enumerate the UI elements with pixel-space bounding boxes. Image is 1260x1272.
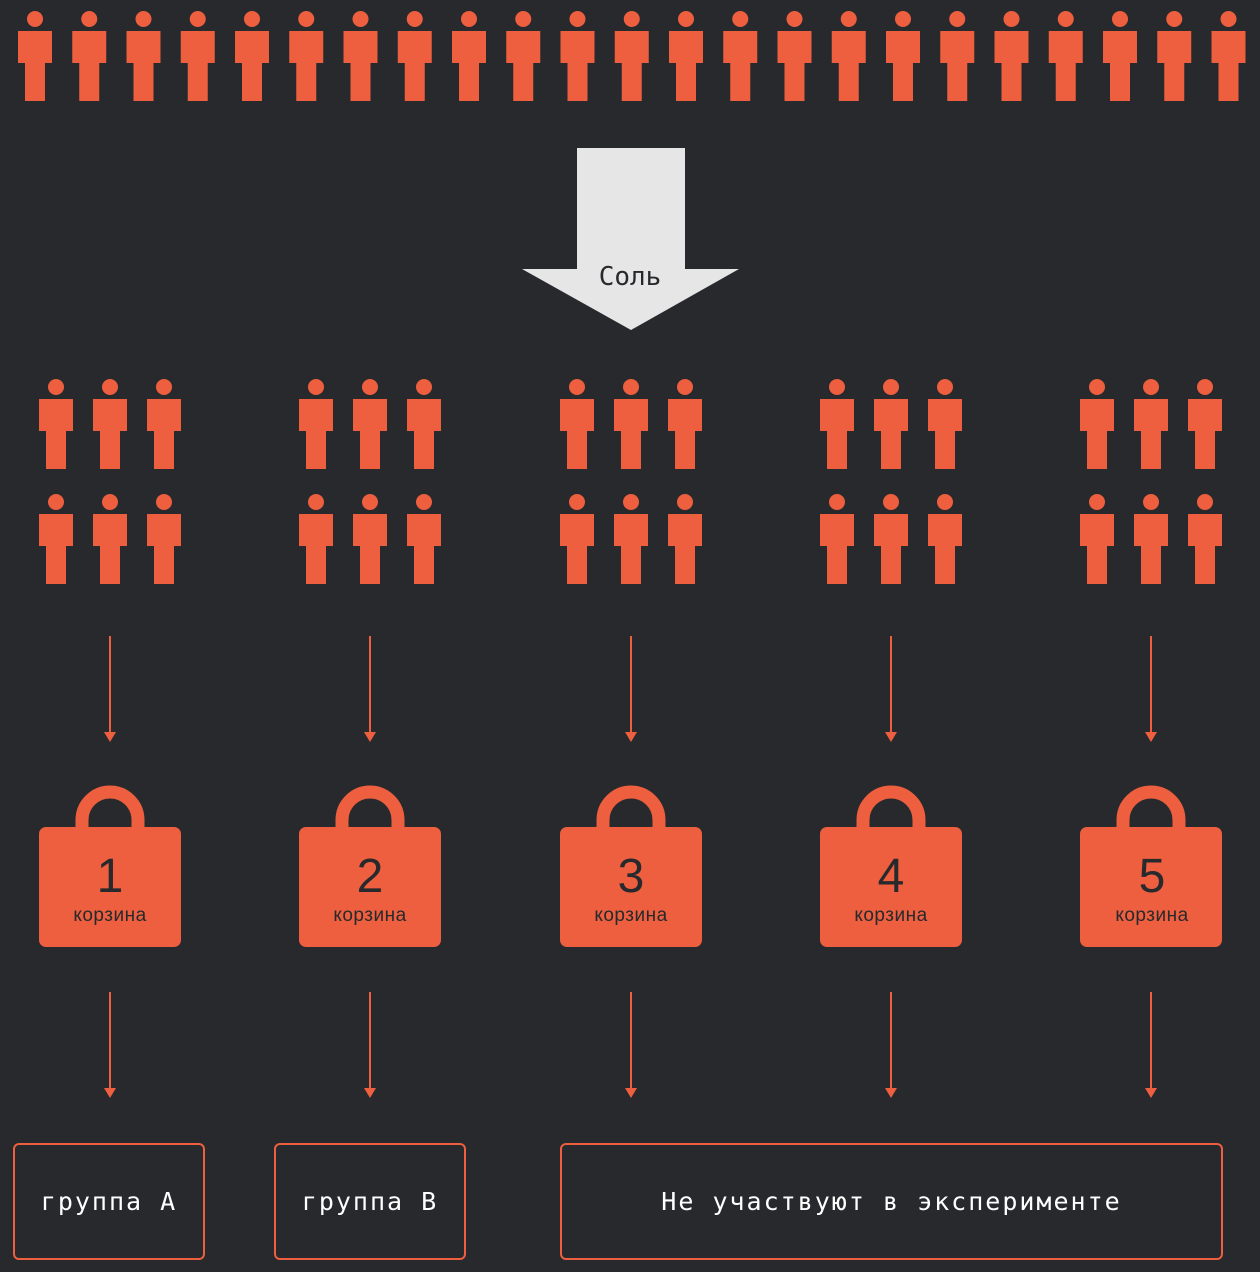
person-icon bbox=[1048, 11, 1083, 101]
person-icon bbox=[343, 11, 378, 101]
person-icon bbox=[928, 379, 962, 469]
person-icon bbox=[668, 379, 702, 469]
person-icon bbox=[1188, 379, 1222, 469]
person-icon bbox=[1188, 494, 1222, 584]
salt-arrow-icon bbox=[522, 148, 739, 330]
person-icon bbox=[1134, 494, 1168, 584]
person-icon bbox=[289, 11, 324, 101]
person-icon bbox=[940, 11, 975, 101]
bucket-3-label: корзина bbox=[594, 905, 668, 926]
connector-arrow bbox=[364, 636, 376, 742]
bucket-3-number: 3 bbox=[617, 850, 645, 903]
person-icon bbox=[353, 379, 387, 469]
salt-label: Соль bbox=[598, 262, 662, 292]
person-icon bbox=[820, 379, 854, 469]
connector-arrow bbox=[104, 636, 116, 742]
bucket-5-label: корзина bbox=[1115, 905, 1189, 926]
person-icon bbox=[39, 494, 73, 584]
person-icon bbox=[1134, 379, 1168, 469]
person-icon bbox=[39, 379, 73, 469]
non-participants-label: Не участвуют в эксперименте bbox=[661, 1187, 1122, 1216]
person-icon bbox=[1157, 11, 1192, 101]
bucket-lock-icon bbox=[299, 785, 441, 947]
person-icon bbox=[831, 11, 866, 101]
bucket-lock-icon bbox=[39, 785, 181, 947]
person-icon bbox=[299, 379, 333, 469]
group-a-label: группа A bbox=[40, 1187, 178, 1216]
bucket-shapes bbox=[39, 785, 1222, 947]
person-icon bbox=[353, 494, 387, 584]
person-icon bbox=[874, 379, 908, 469]
person-icon bbox=[614, 11, 649, 101]
person-icon bbox=[18, 11, 52, 101]
person-icon bbox=[407, 494, 441, 584]
connector-arrow bbox=[104, 992, 116, 1098]
population-row bbox=[18, 11, 1246, 101]
person-icon bbox=[614, 379, 648, 469]
person-icon bbox=[614, 494, 648, 584]
connector-arrow bbox=[1145, 992, 1157, 1098]
connector-arrow bbox=[364, 992, 376, 1098]
bucket-2-label: корзина bbox=[333, 905, 407, 926]
non-participants-box: Не участвуют в эксперименте bbox=[560, 1143, 1223, 1260]
bucket-lock-icon bbox=[820, 785, 962, 947]
connector-arrow bbox=[885, 636, 897, 742]
bucket-lock-icon bbox=[560, 785, 702, 947]
person-icon bbox=[820, 494, 854, 584]
person-icon bbox=[506, 11, 541, 101]
person-icon bbox=[994, 11, 1029, 101]
bucket-2-number: 2 bbox=[356, 850, 384, 903]
person-icon bbox=[777, 11, 812, 101]
person-icon bbox=[723, 11, 758, 101]
person-icon bbox=[407, 379, 441, 469]
person-icon bbox=[1080, 494, 1114, 584]
person-icon bbox=[72, 11, 107, 101]
person-icon bbox=[1080, 379, 1114, 469]
person-icon bbox=[560, 379, 594, 469]
bucket-1-number: 1 bbox=[96, 850, 124, 903]
person-icon bbox=[1211, 11, 1246, 101]
person-icon bbox=[299, 494, 333, 584]
group-b-label: группа B bbox=[301, 1187, 439, 1216]
person-icon bbox=[93, 379, 127, 469]
person-icon bbox=[235, 11, 269, 101]
bucket-5-number: 5 bbox=[1138, 850, 1166, 903]
connector-arrow bbox=[625, 636, 637, 742]
person-icon bbox=[560, 11, 595, 101]
person-icon bbox=[928, 494, 962, 584]
person-icon bbox=[147, 494, 181, 584]
person-icon bbox=[1103, 11, 1137, 101]
bucket-1-label: корзина bbox=[73, 905, 147, 926]
connector-arrows bbox=[104, 636, 1157, 1098]
bucket-4-number: 4 bbox=[877, 850, 905, 903]
group-a-box: группа A bbox=[13, 1143, 205, 1260]
bucket-4-label: корзина bbox=[854, 905, 928, 926]
bucket-people bbox=[39, 379, 1222, 584]
group-b-box: группа B bbox=[274, 1143, 466, 1260]
person-icon bbox=[668, 494, 702, 584]
connector-arrow bbox=[885, 992, 897, 1098]
connector-arrow bbox=[1145, 636, 1157, 742]
person-icon bbox=[874, 494, 908, 584]
person-icon bbox=[452, 11, 486, 101]
person-icon bbox=[560, 494, 594, 584]
person-icon bbox=[669, 11, 703, 101]
connector-arrow bbox=[625, 992, 637, 1098]
person-icon bbox=[886, 11, 920, 101]
person-icon bbox=[397, 11, 432, 101]
person-icon bbox=[126, 11, 161, 101]
bucket-lock-icon bbox=[1080, 785, 1222, 947]
person-icon bbox=[93, 494, 127, 584]
person-icon bbox=[147, 379, 181, 469]
person-icon bbox=[180, 11, 215, 101]
